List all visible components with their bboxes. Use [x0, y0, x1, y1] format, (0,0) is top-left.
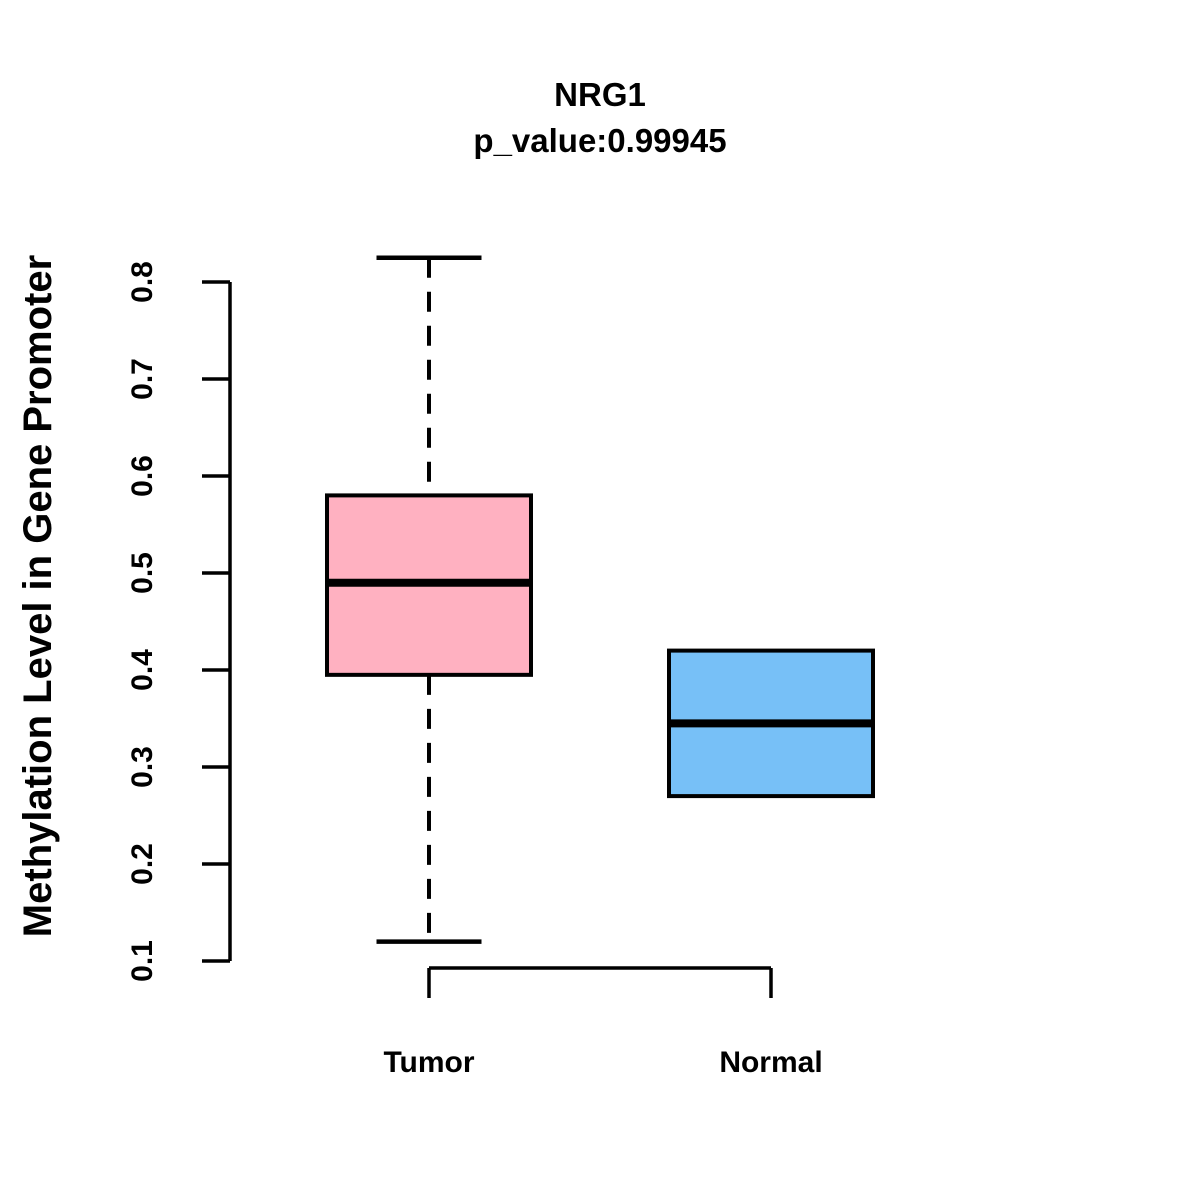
- y-axis-tick-label: 0.1: [126, 940, 159, 982]
- y-axis-tick-label: 0.4: [126, 649, 159, 691]
- y-axis-tick-label: 0.7: [126, 358, 159, 400]
- y-axis-tick-label: 0.5: [126, 552, 159, 594]
- x-axis-label-normal: Normal: [719, 1046, 822, 1079]
- y-axis-tick-label: 0.3: [126, 746, 159, 788]
- x-axis-label-tumor: Tumor: [383, 1046, 474, 1079]
- y-axis-tick-label: 0.2: [126, 843, 159, 885]
- y-axis-tick-label: 0.8: [126, 261, 159, 303]
- chart-title: NRG1: [554, 76, 646, 113]
- y-axis-tick-label: 0.6: [126, 455, 159, 497]
- chart-subtitle: p_value:0.99945: [473, 122, 727, 160]
- chart-title-block: NRG1 p_value:0.99945: [0, 72, 1200, 164]
